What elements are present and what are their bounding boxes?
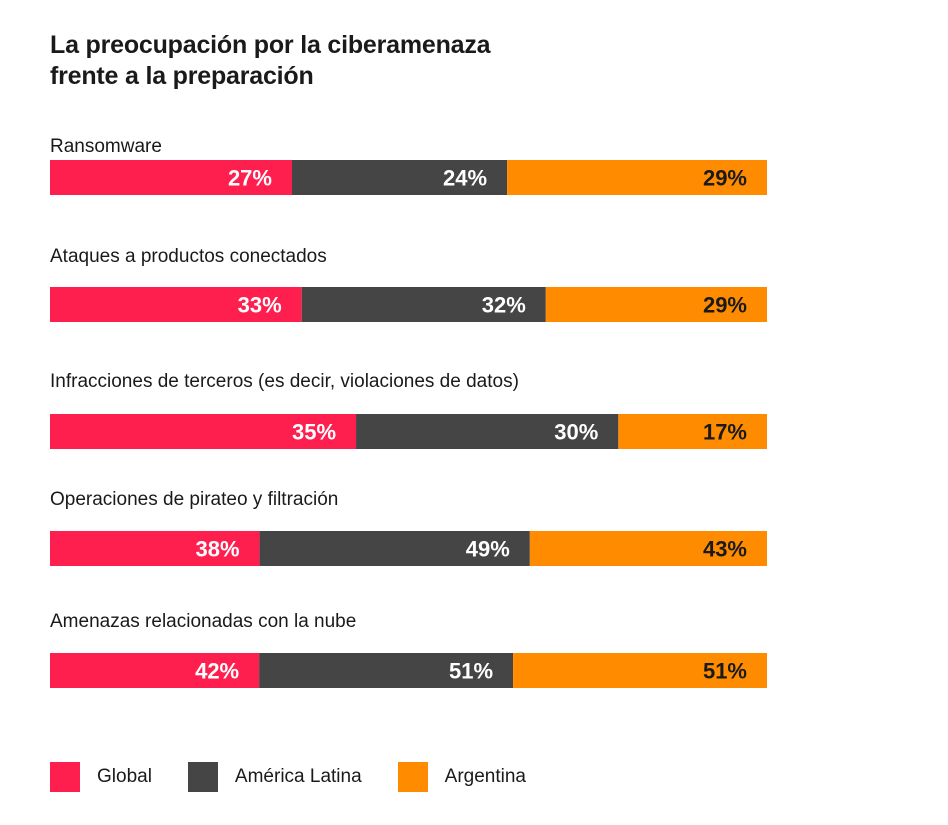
data-label-argentina-1: 29% (703, 166, 747, 191)
bar-argentina-1 (507, 160, 767, 195)
bar-global-1 (50, 160, 292, 195)
category-label-3: Infracciones de terceros (es decir, viol… (50, 371, 519, 392)
legend-item-america-latina: América Latina (187, 762, 362, 792)
bar-america-latina-4 (259, 531, 530, 566)
legend-item-global: Global (50, 762, 152, 792)
data-label-argentina-4: 43% (703, 537, 747, 562)
chart-legend: Global América Latina Argentina (50, 762, 526, 792)
data-label-global-4: 38% (196, 537, 240, 562)
legend-label-argentina: Argentina (444, 766, 526, 787)
data-label-america-latina-2: 32% (482, 293, 526, 318)
data-label-global-5: 42% (195, 659, 239, 684)
bar-global-4 (50, 531, 260, 566)
bar-argentina-3 (618, 414, 767, 449)
category-label-5: Amenazas relacionadas con la nube (50, 611, 356, 632)
stacked-bar-chart: Ransomware 27% 24% 29% Ataques a productos c… (50, 136, 767, 688)
bar-argentina-2 (545, 287, 767, 322)
legend-swatch-global (50, 762, 80, 792)
data-label-argentina-5: 51% (703, 659, 747, 684)
category-label-4: Operaciones de pirateo y filtración (50, 489, 338, 510)
data-label-global-3: 35% (292, 420, 336, 445)
data-label-global-2: 33% (238, 293, 282, 318)
bar-america-latina-2 (301, 287, 546, 322)
bar-america-latina-1 (291, 160, 508, 195)
data-label-argentina-3: 17% (703, 420, 747, 445)
legend-item-argentina: Argentina (397, 762, 526, 792)
data-label-america-latina-5: 51% (449, 659, 493, 684)
legend-label-global: Global (97, 766, 152, 787)
chart-title-line-2: frente a la preparación (50, 62, 314, 90)
bar-global-3 (50, 414, 357, 449)
chart-title-line-1: La preocupación por la ciberamenaza (50, 31, 491, 59)
bar-argentina-4 (529, 531, 767, 566)
data-label-america-latina-1: 24% (443, 166, 487, 191)
legend-swatch-argentina (397, 762, 428, 792)
category-label-1: Ransomware (50, 136, 162, 157)
data-label-global-1: 27% (228, 166, 272, 191)
bar-argentina-5 (513, 653, 767, 688)
data-label-america-latina-4: 49% (466, 537, 510, 562)
legend-swatch-america-latina (187, 762, 218, 792)
bar-global-2 (50, 287, 302, 322)
data-label-argentina-2: 29% (703, 293, 747, 318)
category-label-2: Ataques a productos conectados (50, 246, 327, 267)
legend-label-america-latina: América Latina (234, 766, 362, 787)
bar-america-latina-5 (259, 653, 514, 688)
bar-global-5 (50, 653, 260, 688)
chart-title: La preocupación por la ciberamenaza fren… (50, 30, 491, 92)
data-label-america-latina-3: 30% (554, 420, 598, 445)
bar-america-latina-3 (356, 414, 619, 449)
